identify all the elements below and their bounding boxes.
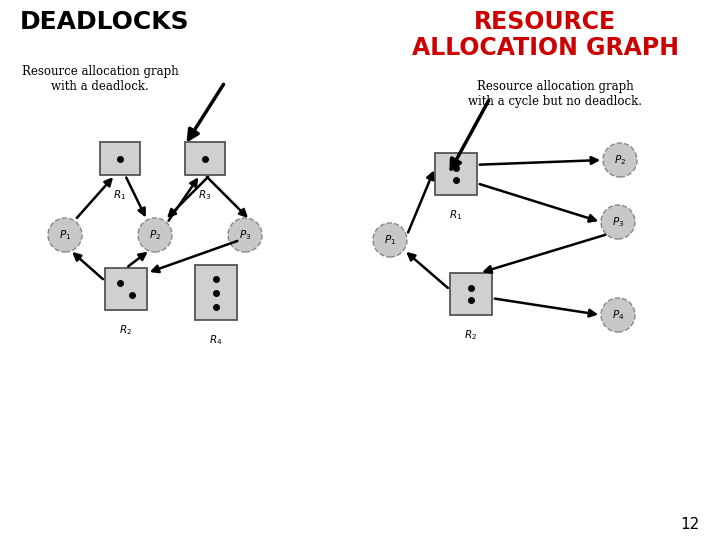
Text: Resource allocation graph
with a cycle but no deadlock.: Resource allocation graph with a cycle b… (468, 80, 642, 108)
Text: $P_2$: $P_2$ (149, 228, 161, 242)
Text: RESOURCE
ALLOCATION GRAPH: RESOURCE ALLOCATION GRAPH (412, 10, 678, 60)
Circle shape (228, 218, 262, 252)
Bar (105, 268, 147, 310)
Text: $R_1$: $R_1$ (114, 188, 127, 202)
Circle shape (373, 223, 407, 257)
Text: $R_2$: $R_2$ (120, 323, 132, 337)
Text: $P_3$: $P_3$ (612, 215, 624, 229)
Text: $R_4$: $R_4$ (210, 333, 222, 347)
Bar (435, 153, 477, 195)
Bar (185, 142, 225, 175)
Circle shape (603, 143, 637, 177)
Text: $P_1$: $P_1$ (384, 233, 396, 247)
Text: $P_3$: $P_3$ (239, 228, 251, 242)
Text: DEADLOCKS: DEADLOCKS (20, 10, 189, 34)
Text: Resource allocation graph
with a deadlock.: Resource allocation graph with a deadloc… (22, 65, 179, 93)
Circle shape (48, 218, 82, 252)
Bar (450, 273, 492, 315)
Bar (195, 265, 237, 320)
Text: $P_2$: $P_2$ (614, 153, 626, 167)
Circle shape (138, 218, 172, 252)
Text: $R_3$: $R_3$ (199, 188, 212, 202)
Text: $P_4$: $P_4$ (612, 308, 624, 322)
Text: $R_2$: $R_2$ (464, 328, 477, 342)
Text: $R_1$: $R_1$ (449, 208, 462, 222)
Circle shape (601, 298, 635, 332)
Circle shape (601, 205, 635, 239)
Text: 12: 12 (680, 517, 700, 532)
Text: $P_1$: $P_1$ (59, 228, 71, 242)
Bar (100, 142, 140, 175)
